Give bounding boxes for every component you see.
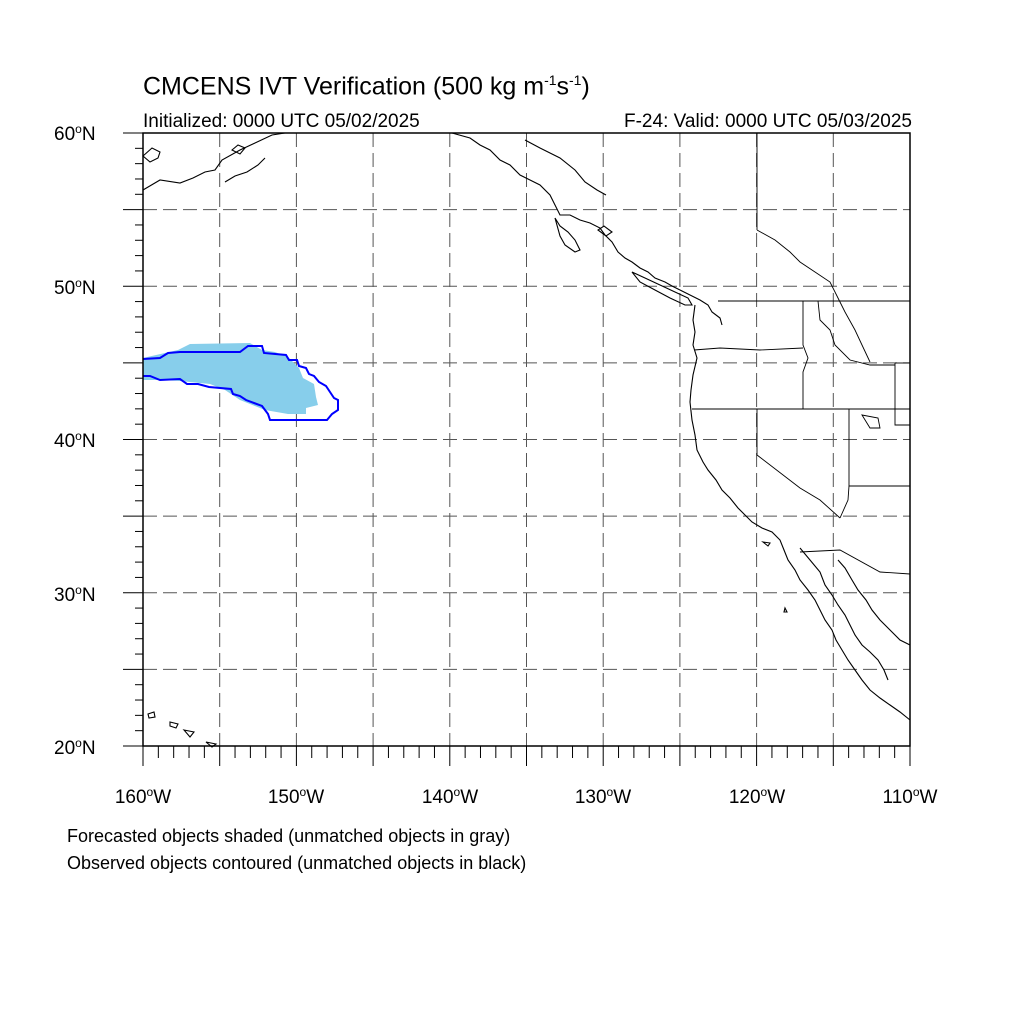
title-unit-s: s [556,72,570,101]
lon-label-150w-hem: W [306,787,325,808]
lon-label-110w: 110oW [883,785,938,809]
lon-label-130w-hem: W [613,787,632,808]
lat-label-20: 20oN [54,736,114,760]
chart-title: CMCENS IVT Verification (500 kg m-1s-1) [143,72,590,101]
lon-label-150w-num: 150 [267,787,300,808]
axis-ticks [123,132,911,766]
lon-label-120w-num: 120 [728,787,761,808]
forecast-object-shaded [143,343,318,414]
lat-label-30-num: 30 [54,585,76,606]
lon-label-120w-hem: W [767,787,786,808]
degree-symbol: o [760,785,768,799]
initialized-time: Initialized: 0000 UTC 05/02/2025 [143,111,420,132]
lon-label-120w: 120oW [729,785,785,809]
lon-label-110w-num: 110 [882,787,913,808]
title-main: CMCENS IVT Verification (500 kg m [143,72,545,101]
degree-symbol: o [75,276,82,290]
valid-time: F-24: Valid: 0000 UTC 05/03/2025 [624,111,912,132]
title-close: ) [581,72,590,101]
political-borders [692,133,911,575]
degree-symbol: o [912,785,920,799]
graticule [143,133,910,746]
lat-label-40: 40oN [54,429,114,453]
lon-label-140w-hem: W [460,787,479,808]
lat-label-50-hem: N [81,278,96,299]
lat-label-20-num: 20 [54,738,76,759]
lat-label-50-num: 50 [54,278,76,299]
lon-label-150w: 150oW [268,785,324,809]
forecast-objects-note: Forecasted objects shaded (unmatched obj… [67,826,511,846]
degree-symbol: o [75,429,82,443]
lat-label-40-num: 40 [54,431,76,452]
lon-label-140w-num: 140 [421,787,454,808]
lon-label-160w: 160oW [115,785,171,809]
lon-label-160w-hem: W [153,787,172,808]
lat-label-40-hem: N [81,431,96,452]
degree-symbol: o [606,785,614,799]
lon-label-110w-hem: W [919,787,938,808]
degree-symbol: o [146,785,154,799]
degree-symbol: o [75,122,82,136]
lat-label-60: 60oN [54,122,114,146]
map-frame [142,132,911,747]
lon-label-160w-num: 160 [114,787,147,808]
degree-symbol: o [75,583,82,597]
lon-label-130w-num: 130 [574,787,607,808]
title-exponent-1: -1 [544,72,557,88]
observed-object-contour [142,345,339,421]
coastline [142,132,911,748]
lat-label-30: 30oN [54,583,114,607]
lat-label-30-hem: N [81,585,96,606]
observed-objects-note: Observed objects contoured (unmatched ob… [67,853,527,873]
degree-symbol: o [75,736,82,750]
lat-label-60-hem: N [81,124,96,145]
lon-label-130w: 130oW [575,785,631,809]
lat-label-20-hem: N [81,738,96,759]
degree-symbol: o [299,785,307,799]
title-exponent-2: -1 [569,72,582,88]
lat-label-60-num: 60 [54,124,76,145]
lon-label-140w: 140oW [422,785,478,809]
degree-symbol: o [453,785,461,799]
lat-label-50: 50oN [54,276,114,300]
